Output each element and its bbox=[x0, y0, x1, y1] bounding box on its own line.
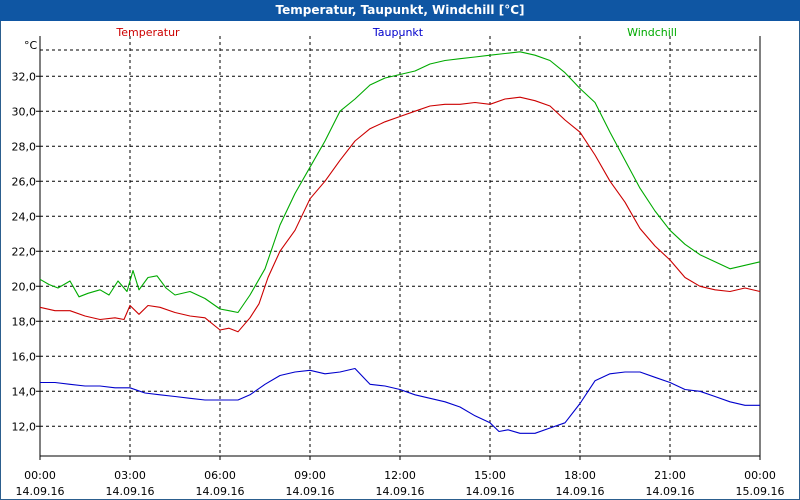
y-tick-label: 16,0 bbox=[12, 350, 37, 363]
x-tick-date: 14.09.16 bbox=[376, 485, 425, 498]
x-tick-time: 12:00 bbox=[384, 469, 416, 482]
gridlines bbox=[40, 36, 760, 456]
x-tick-date: 14.09.16 bbox=[466, 485, 515, 498]
y-axis-unit-label: °C bbox=[24, 39, 38, 52]
y-tick-label: 30,0 bbox=[12, 105, 37, 118]
x-tick-time: 21:00 bbox=[654, 469, 686, 482]
y-tick-label: 32,0 bbox=[12, 70, 37, 83]
y-tick-label: 22,0 bbox=[12, 245, 37, 258]
x-tick-time: 18:00 bbox=[564, 469, 596, 482]
x-tick-time: 03:00 bbox=[114, 469, 146, 482]
x-tick-date: 14.09.16 bbox=[556, 485, 605, 498]
y-tick-label: 12,0 bbox=[12, 420, 37, 433]
y-tick-label: 26,0 bbox=[12, 175, 37, 188]
x-tick-date: 14.09.16 bbox=[646, 485, 695, 498]
x-tick-date: 14.09.16 bbox=[196, 485, 245, 498]
x-tick-date: 15.09.16 bbox=[736, 485, 785, 498]
x-tick-time: 06:00 bbox=[204, 469, 236, 482]
legend-entry-windchill: Windchill bbox=[627, 26, 677, 39]
series-line-taupunkt bbox=[40, 367, 760, 434]
series-line-temperatur bbox=[39, 96, 761, 333]
plot-frame bbox=[36, 36, 761, 460]
y-tick-label: 18,0 bbox=[12, 315, 37, 328]
x-tick-time: 09:00 bbox=[294, 469, 326, 482]
legend-entry-taupunkt: Taupunkt bbox=[372, 26, 424, 39]
x-tick-time: 15:00 bbox=[474, 469, 506, 482]
y-tick-label: 28,0 bbox=[12, 140, 37, 153]
chart-title: Temperatur, Taupunkt, Windchill [°C] bbox=[0, 0, 800, 21]
x-tick-time: 00:00 bbox=[24, 469, 56, 482]
series-line-windchill bbox=[39, 51, 761, 314]
y-tick-label: 24,0 bbox=[12, 210, 37, 223]
y-tick-label: 14,0 bbox=[12, 385, 37, 398]
x-tick-time: 00:00 bbox=[744, 469, 776, 482]
x-tick-date: 14.09.16 bbox=[286, 485, 335, 498]
x-tick-date: 14.09.16 bbox=[106, 485, 155, 498]
legend: Temperatur Taupunkt Windchill bbox=[115, 26, 677, 39]
y-tick-label: 20,0 bbox=[12, 280, 37, 293]
axis-labels: 12,0 14,0 16,0 18,0 20,0 22,0 24,0 26,0 28,0 30,0… bbox=[12, 39, 785, 498]
x-tick-date: 14.09.16 bbox=[16, 485, 65, 498]
legend-entry-temperatur: Temperatur bbox=[115, 26, 180, 39]
series-lines bbox=[39, 51, 761, 434]
